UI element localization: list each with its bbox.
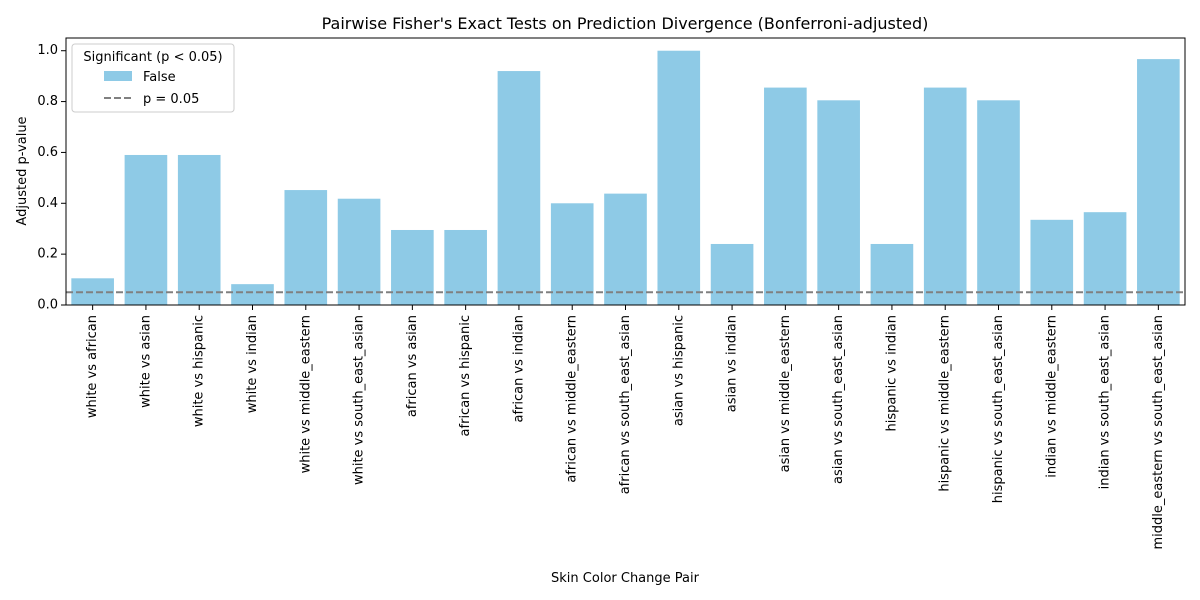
x-axis: white vs african white vs asian white vs h… <box>85 305 1166 550</box>
x-tick-label: african vs hispanic <box>458 315 473 436</box>
y-tick-label: 0.0 <box>37 298 58 313</box>
bar <box>870 243 914 305</box>
bar <box>1137 59 1180 305</box>
x-tick-label: hispanic vs middle_eastern <box>938 315 953 492</box>
x-tick-label: asian vs indian <box>725 315 740 412</box>
bar <box>124 154 168 305</box>
bar <box>657 50 701 305</box>
y-axis-label: Adjusted p-value <box>15 116 30 225</box>
bars-group <box>71 50 1180 305</box>
x-tick-label: african vs indian <box>511 315 526 423</box>
legend-title: Significant (p < 0.05) <box>83 50 222 65</box>
bar <box>231 284 274 305</box>
bar <box>710 243 754 305</box>
legend-label-reference: p = 0.05 <box>143 92 199 107</box>
bar <box>177 154 221 305</box>
bar <box>1030 219 1074 305</box>
legend-box <box>71 43 235 113</box>
bar <box>391 229 434 305</box>
legend-label-false: False <box>143 70 176 85</box>
bar <box>923 87 967 305</box>
bar <box>444 229 487 305</box>
bar <box>764 87 807 305</box>
y-tick-label: 0.8 <box>37 94 58 109</box>
bar <box>337 198 381 305</box>
y-tick-label: 0.4 <box>37 196 58 211</box>
x-tick-label: african vs south_east_asian <box>618 315 633 494</box>
bar <box>497 71 541 305</box>
legend: Significant (p < 0.05) False p = 0.05 <box>71 43 235 113</box>
x-tick-label: white vs hispanic <box>192 315 207 427</box>
bar <box>284 190 328 305</box>
x-tick-label: asian vs hispanic <box>671 315 686 426</box>
chart-title: Pairwise Fisher's Exact Tests on Predict… <box>322 14 929 33</box>
x-tick-label: white vs asian <box>138 315 153 408</box>
plot-frame <box>65 37 1186 306</box>
x-tick-label: white vs south_east_asian <box>352 315 367 485</box>
bar <box>977 100 1020 305</box>
x-tick-label: hispanic vs south_east_asian <box>991 315 1006 503</box>
x-tick-label: asian vs south_east_asian <box>831 315 846 484</box>
y-tick-label: 0.6 <box>37 145 58 160</box>
bar <box>550 203 594 305</box>
x-tick-label: hispanic vs indian <box>884 315 899 432</box>
x-tick-label: white vs indian <box>245 315 260 413</box>
x-tick-label: indian vs south_east_asian <box>1098 315 1113 489</box>
y-axis: 0.0 0.2 0.4 0.6 0.8 1.0 <box>37 43 66 313</box>
y-tick-label: 0.2 <box>37 247 58 262</box>
x-axis-label: Skin Color Change Pair <box>551 571 700 586</box>
x-tick-label: indian vs middle_eastern <box>1044 315 1059 478</box>
x-tick-label: asian vs middle_eastern <box>778 315 793 472</box>
bar <box>1083 212 1127 305</box>
x-tick-label: african vs middle_eastern <box>565 315 580 483</box>
x-tick-label: white vs middle_eastern <box>298 315 313 473</box>
x-tick-label: white vs african <box>85 315 100 418</box>
x-tick-label: middle_eastern vs south_east_asian <box>1151 315 1166 550</box>
x-tick-label: african vs asian <box>405 315 420 417</box>
y-tick-label: 1.0 <box>37 43 58 58</box>
bar <box>817 100 860 305</box>
bar <box>604 193 647 305</box>
legend-swatch-false <box>104 71 132 81</box>
